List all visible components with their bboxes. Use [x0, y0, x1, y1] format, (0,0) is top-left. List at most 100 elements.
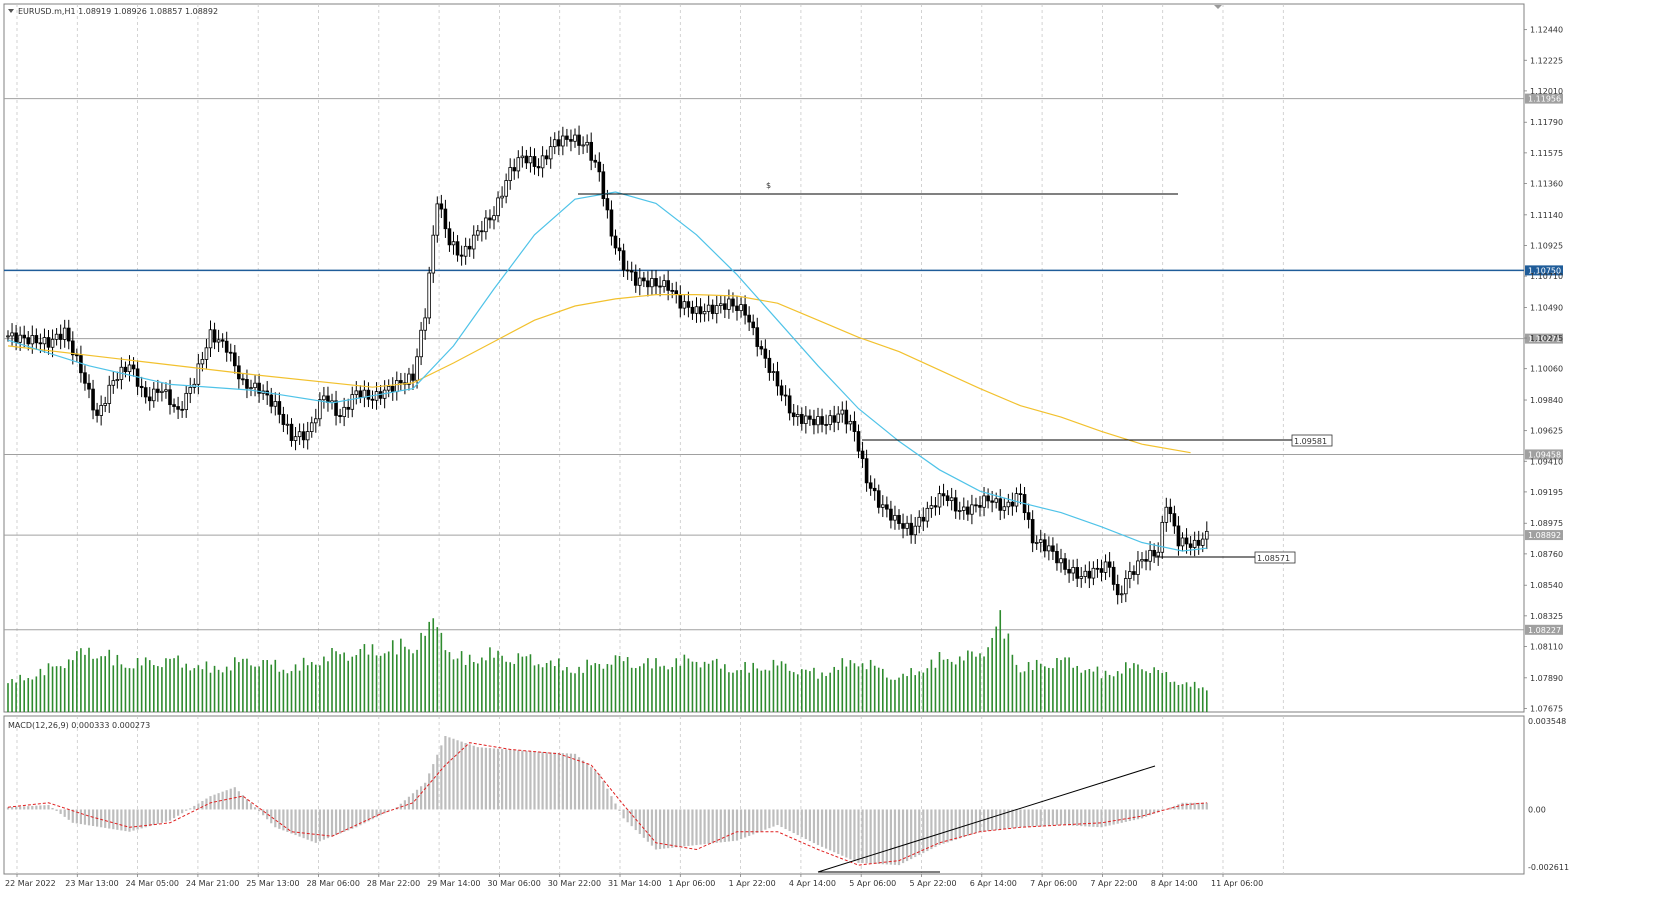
candle-body [496, 197, 500, 217]
dropdown-triangle-icon[interactable] [8, 9, 14, 13]
candle-body [743, 304, 747, 316]
scroll-marker-icon[interactable] [1214, 5, 1222, 9]
time-axis-label: 1 Apr 06:00 [668, 879, 715, 888]
candle-body [808, 415, 812, 420]
candle-body [212, 329, 217, 343]
candle-body [573, 134, 577, 142]
candle-body [370, 398, 375, 401]
candle-body [143, 387, 148, 398]
candle-body [577, 134, 581, 146]
candle-body [536, 166, 541, 169]
candle-body [34, 335, 39, 344]
candle-body [848, 420, 853, 425]
candle-body [544, 155, 549, 160]
candle-body [747, 314, 751, 323]
price-axis: 1.12440 1.12225 1.12010 1.11790 1.11575 1.113… [1524, 26, 1563, 713]
drawings[interactable] [578, 193, 1292, 558]
candle-body [443, 208, 448, 230]
time-axis-label: 6 Apr 14:00 [970, 879, 1017, 888]
candle-body [605, 198, 610, 211]
candle-body [249, 387, 253, 390]
candle-body [739, 304, 743, 312]
level-price-text: 1.08227 [1528, 626, 1561, 635]
macd-indicator: 0.003548 0.00 -0.002611 [6, 717, 1569, 873]
candle-body [706, 304, 711, 312]
candle-body [228, 351, 233, 354]
candle-body [933, 505, 938, 508]
candle-body [617, 247, 622, 252]
candle-body [58, 333, 63, 340]
macd-signal-line [7, 742, 1207, 866]
candle-body [1063, 558, 1067, 570]
price-axis-label: 1.08975 [1530, 519, 1563, 528]
candle-body [613, 235, 618, 249]
candle-body [646, 280, 650, 288]
horizontal-levels[interactable]: 1.11956 1.10750 1.10271 1.09458 1.08892 1.082… [4, 93, 1563, 635]
candle-body [480, 230, 484, 233]
candle-body [763, 348, 768, 359]
candle-body [735, 305, 739, 312]
candle-body [674, 290, 679, 295]
candle-body [1034, 542, 1039, 544]
candle-body [427, 272, 431, 319]
candle-body [1047, 545, 1051, 552]
candle-body [14, 332, 18, 343]
time-axis-label: 29 Mar 14:00 [427, 879, 480, 888]
candle-body [941, 493, 946, 497]
candle-body [1010, 501, 1015, 507]
candle-body [358, 390, 363, 398]
level-price-text: 1.11956 [1528, 95, 1561, 104]
candle-body [755, 327, 760, 347]
candle-body [1026, 512, 1031, 520]
candle-body [937, 493, 942, 508]
candle-body [1051, 545, 1055, 552]
candle-body [804, 415, 808, 424]
candle-body [1132, 571, 1136, 575]
candle-body [139, 385, 144, 389]
candle-body [621, 250, 626, 271]
candle-body [160, 390, 164, 393]
candle-body [346, 406, 350, 410]
price-axis-label: 1.09410 [1530, 457, 1563, 466]
time-axis-label: 23 Mar 13:00 [65, 879, 118, 888]
candle-body [1176, 525, 1181, 547]
price-label-2-box[interactable] [1254, 551, 1296, 564]
candle-body [269, 394, 274, 407]
candle-body [297, 431, 302, 438]
candle-body [301, 431, 306, 441]
candle-body [771, 371, 776, 373]
level-price-tag [1525, 333, 1563, 344]
ma-slow-line [7, 294, 1191, 454]
candle-body [431, 234, 436, 274]
time-axis-label: 7 Apr 22:00 [1090, 879, 1137, 888]
macd-axis-label: 0.00 [1528, 805, 1546, 814]
candle-body [111, 380, 116, 386]
candle-body [1099, 568, 1104, 573]
candle-body [565, 135, 569, 140]
candle-body [844, 409, 849, 425]
candle-body [18, 334, 22, 343]
price-axis-label: 1.10710 [1530, 272, 1563, 281]
price-axis-label: 1.12010 [1530, 87, 1563, 96]
candle-body [852, 420, 857, 432]
candle-body [666, 280, 670, 291]
candle-body [561, 135, 565, 147]
candle-body [986, 495, 990, 502]
candle-body [309, 422, 314, 432]
candle-body [334, 400, 338, 416]
candle-body [1083, 570, 1088, 577]
candle-body [978, 505, 982, 508]
macd-label: MACD(12,26,9) 0.000333 0.000273 [8, 721, 150, 730]
candle-body [970, 504, 974, 515]
candle-body [767, 357, 772, 373]
candle-body [601, 171, 606, 199]
candle-body [1148, 549, 1152, 562]
time-axis-label: 30 Mar 06:00 [487, 879, 540, 888]
candle-body [864, 458, 869, 484]
candle-body [1030, 519, 1035, 544]
candle-body [512, 167, 517, 172]
price-label-1-box[interactable] [1291, 434, 1333, 447]
price-axis-label: 1.10490 [1530, 303, 1563, 312]
candle-body [824, 424, 828, 426]
